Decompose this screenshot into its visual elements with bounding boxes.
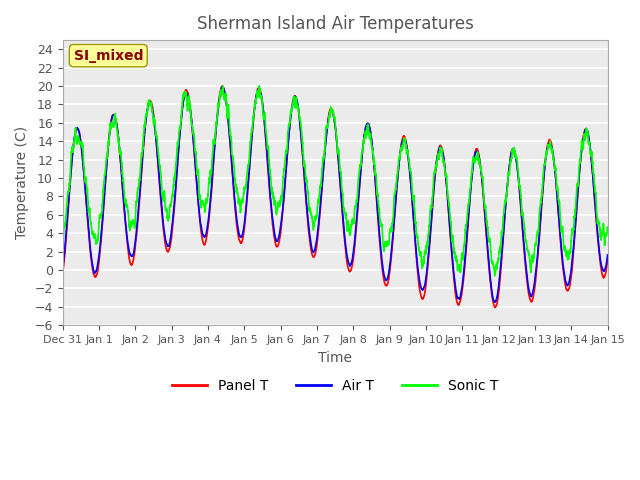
Sonic T	[211, 136, 219, 142]
Panel T	[398, 139, 406, 144]
Air T	[552, 180, 560, 186]
Panel T	[491, 304, 499, 310]
Y-axis label: Temperature (C): Temperature (C)	[15, 126, 29, 239]
X-axis label: Time: Time	[318, 350, 352, 364]
Air T	[491, 299, 499, 305]
Panel T	[604, 257, 611, 263]
Sonic T	[552, 175, 560, 180]
Air T	[604, 253, 611, 259]
Line: Air T: Air T	[63, 87, 607, 302]
Panel T	[59, 272, 67, 278]
Panel T	[604, 259, 611, 264]
Line: Sonic T: Sonic T	[63, 86, 607, 276]
Line: Panel T: Panel T	[63, 86, 607, 307]
Sonic T	[491, 273, 499, 278]
Panel T	[388, 243, 396, 249]
Sonic T	[175, 127, 183, 133]
Air T	[398, 140, 406, 146]
Sonic T	[388, 220, 396, 226]
Air T	[59, 267, 67, 273]
Air T	[388, 239, 396, 244]
Sonic T	[255, 83, 263, 89]
Sonic T	[59, 238, 67, 243]
Panel T	[175, 136, 183, 142]
Title: Sherman Island Air Temperatures: Sherman Island Air Temperatures	[196, 15, 474, 33]
Air T	[219, 84, 227, 90]
Air T	[211, 141, 219, 147]
Text: SI_mixed: SI_mixed	[74, 48, 143, 63]
Sonic T	[604, 225, 611, 231]
Panel T	[218, 83, 226, 89]
Panel T	[211, 142, 219, 148]
Air T	[175, 136, 183, 142]
Legend: Panel T, Air T, Sonic T: Panel T, Air T, Sonic T	[166, 373, 504, 398]
Panel T	[552, 181, 560, 187]
Sonic T	[604, 224, 611, 230]
Air T	[604, 252, 611, 258]
Sonic T	[398, 145, 406, 151]
